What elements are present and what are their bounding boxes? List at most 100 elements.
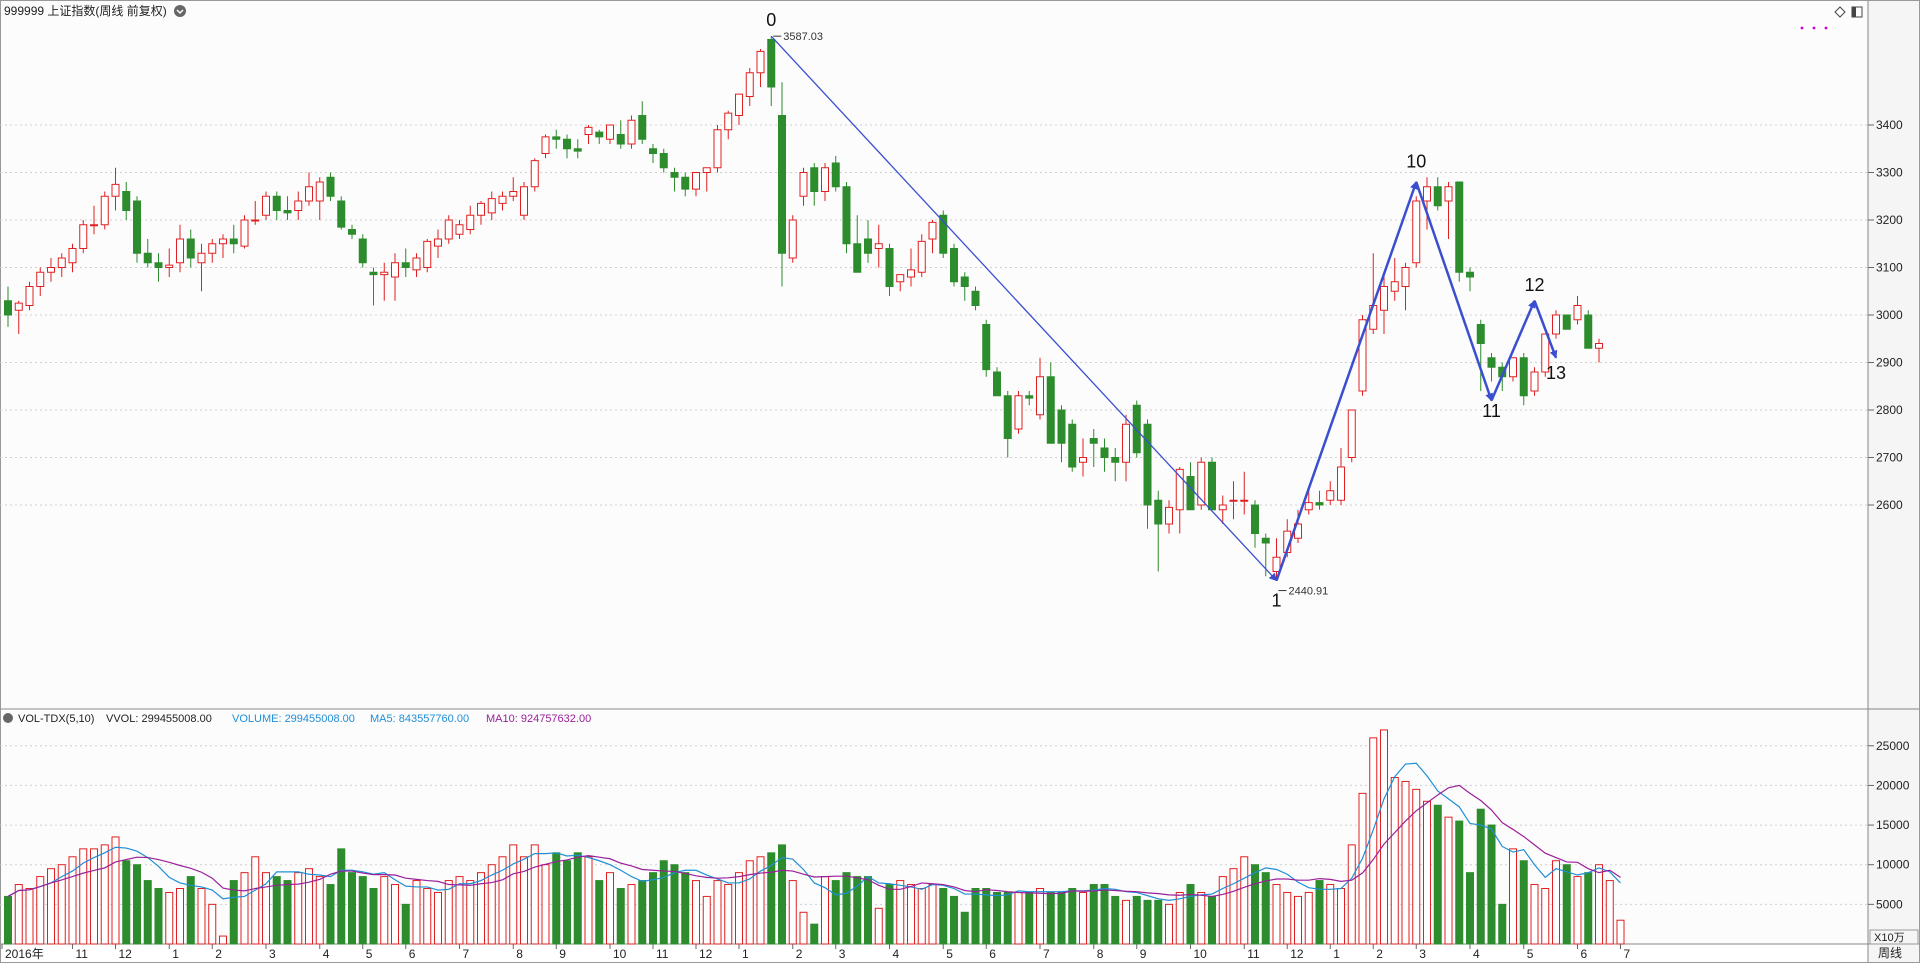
volume-bar bbox=[1347, 844, 1356, 945]
price-panel-bg bbox=[0, 0, 1868, 708]
x-axis-label: 8 bbox=[516, 947, 523, 961]
candle bbox=[25, 281, 34, 311]
candle bbox=[262, 191, 270, 220]
candle-body bbox=[1315, 502, 1324, 506]
trend-line[interactable] bbox=[770, 35, 1278, 582]
volume-bar bbox=[100, 844, 109, 945]
candle bbox=[638, 101, 647, 144]
candle-body bbox=[821, 167, 829, 192]
volume-bar bbox=[1444, 816, 1453, 945]
volume-bar bbox=[1046, 891, 1055, 945]
candle-body bbox=[165, 264, 174, 268]
period-label[interactable]: 周线 bbox=[1878, 946, 1902, 960]
diamond-icon[interactable] bbox=[1834, 6, 1846, 18]
volume-bar bbox=[1229, 868, 1238, 945]
trend-line[interactable] bbox=[1415, 181, 1494, 402]
candle-body bbox=[702, 167, 711, 173]
chevron-down-circle-icon[interactable] bbox=[174, 5, 186, 17]
x-axis-label: 4 bbox=[1473, 947, 1480, 961]
volume-bar bbox=[928, 884, 937, 945]
volume-axis: 5000 10000 15000 20000 25000 bbox=[1868, 739, 1910, 911]
candle bbox=[1100, 438, 1109, 472]
volume-bar bbox=[799, 911, 808, 945]
candle bbox=[756, 49, 765, 87]
volume-bar bbox=[1476, 808, 1485, 945]
x-axis-label: 9 bbox=[559, 947, 566, 961]
volume-bar bbox=[208, 903, 217, 945]
candle bbox=[724, 110, 733, 140]
candle-body bbox=[122, 191, 131, 211]
candle bbox=[208, 239, 217, 263]
volume-bar bbox=[1068, 888, 1077, 945]
candle bbox=[563, 134, 571, 159]
candle bbox=[305, 172, 313, 206]
x-axis-label: 3 bbox=[269, 947, 276, 961]
price-axis-label: 3000 bbox=[1876, 308, 1903, 322]
candle-body bbox=[326, 176, 335, 197]
candle-body bbox=[1444, 186, 1453, 202]
trend-line[interactable] bbox=[1275, 181, 1418, 581]
volume-bar bbox=[36, 876, 45, 945]
candle-body bbox=[369, 271, 378, 276]
volume-bar bbox=[1315, 880, 1324, 945]
candle-body bbox=[348, 229, 356, 235]
candle bbox=[1444, 182, 1453, 239]
candle bbox=[68, 243, 77, 273]
candle-body bbox=[100, 195, 109, 226]
volume-bar bbox=[1186, 884, 1195, 945]
candle bbox=[358, 234, 367, 268]
price-axis-label: 3300 bbox=[1876, 166, 1903, 180]
candle bbox=[1218, 495, 1227, 524]
x-axis-label: 5 bbox=[946, 947, 953, 961]
candle-body bbox=[401, 262, 410, 268]
candle-body bbox=[810, 167, 819, 192]
trend-lines bbox=[770, 35, 1558, 582]
volume-bar bbox=[853, 876, 862, 945]
volume-bar bbox=[122, 860, 131, 945]
volume-bar bbox=[1433, 804, 1442, 945]
candle-body bbox=[1337, 466, 1345, 501]
candle-body bbox=[584, 126, 593, 135]
candle-body bbox=[358, 238, 367, 264]
trend-line[interactable] bbox=[1533, 300, 1558, 359]
volume-bar bbox=[874, 907, 883, 945]
candle-body bbox=[799, 172, 808, 197]
volume-bar bbox=[520, 856, 528, 945]
volume-bar bbox=[1304, 891, 1313, 945]
candle-body bbox=[982, 324, 991, 371]
candle bbox=[1165, 500, 1173, 534]
candle-body bbox=[638, 115, 647, 140]
x-axis-label: 9 bbox=[1140, 947, 1147, 961]
candle bbox=[971, 286, 980, 311]
volume-bar bbox=[219, 935, 227, 945]
panel-toggle-icon[interactable] bbox=[1851, 6, 1863, 18]
price-axis-label: 2800 bbox=[1876, 403, 1903, 417]
volume-bar bbox=[1401, 780, 1410, 945]
candle-body bbox=[1229, 499, 1238, 502]
candle bbox=[950, 243, 958, 287]
candle bbox=[1541, 333, 1550, 377]
candle bbox=[1455, 181, 1464, 282]
volume-bar bbox=[1154, 899, 1163, 945]
volume-bar bbox=[369, 888, 378, 945]
candle bbox=[1509, 357, 1517, 382]
candle bbox=[778, 82, 786, 287]
candle-body bbox=[1100, 447, 1109, 458]
candle-body bbox=[1562, 314, 1571, 330]
volume-bar bbox=[240, 872, 249, 945]
x-axis-label: 2 bbox=[796, 947, 803, 961]
candle bbox=[874, 224, 883, 268]
candle-body bbox=[294, 200, 303, 211]
candle-body bbox=[1068, 423, 1077, 468]
candle-body bbox=[1584, 314, 1593, 349]
indicator-dropdown-icon[interactable] bbox=[3, 713, 13, 723]
candle bbox=[1573, 296, 1582, 325]
trend-line[interactable] bbox=[1490, 299, 1536, 401]
volume-bar bbox=[14, 884, 23, 945]
volume-bar bbox=[788, 880, 797, 945]
candle-body bbox=[1390, 281, 1399, 292]
volume-bar bbox=[1423, 800, 1431, 945]
candle bbox=[821, 163, 829, 201]
volume-bar bbox=[724, 884, 733, 945]
candle-body bbox=[1304, 502, 1313, 511]
